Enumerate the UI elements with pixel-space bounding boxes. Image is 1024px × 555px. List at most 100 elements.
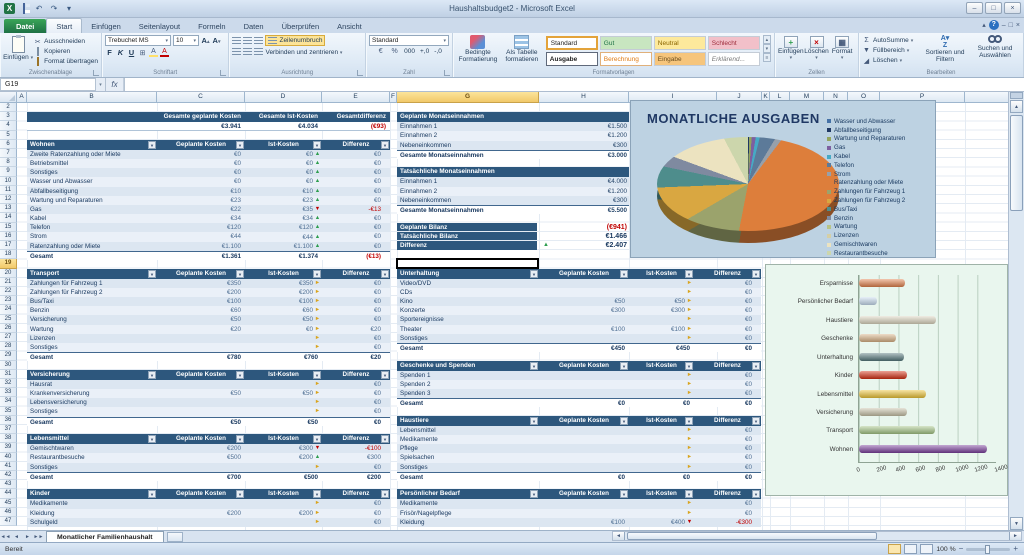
fill-color-icon[interactable]: A bbox=[149, 48, 158, 57]
table-row[interactable]: Zahlungen für Fahrzeug 1 €350 €350 ► €0 bbox=[27, 278, 390, 288]
table-row[interactable]: Kleidung €100 €400 ▼ -€300 bbox=[397, 517, 761, 527]
clear-button[interactable]: ◢ Löschen ▾ bbox=[863, 57, 903, 65]
filter-dropdown-icon[interactable]: ▾ bbox=[313, 435, 321, 444]
filter-dropdown-icon[interactable]: ▾ bbox=[313, 370, 321, 379]
filter-dropdown-icon[interactable]: ▾ bbox=[236, 490, 244, 499]
undo-icon[interactable]: ↶ bbox=[35, 4, 43, 13]
table-row[interactable]: Medikamente ► €0 bbox=[27, 499, 390, 509]
copy-button[interactable]: Kopieren bbox=[33, 47, 98, 56]
row-header-47[interactable]: 47 bbox=[0, 517, 17, 527]
align-bottom-icon[interactable] bbox=[254, 36, 264, 45]
row-header-9[interactable]: 9 bbox=[0, 167, 17, 177]
table-row[interactable]: Lizenzen ► €0 bbox=[27, 333, 390, 343]
filter-dropdown-icon[interactable]: ▾ bbox=[685, 361, 693, 370]
tab-datei[interactable]: Datei bbox=[4, 19, 47, 33]
row-header-45[interactable]: 45 bbox=[0, 498, 17, 508]
table-row[interactable]: Lebensmittel ► €0 bbox=[397, 425, 761, 435]
last-sheet-icon[interactable]: ►► bbox=[33, 533, 44, 540]
table-row[interactable]: Einnahmen 1 €1.500 bbox=[397, 122, 629, 132]
filter-dropdown-icon[interactable]: ▾ bbox=[381, 370, 389, 379]
table-row[interactable]: Bus/Taxi €100 €100 ► €0 bbox=[27, 296, 390, 307]
sheet-tab-active[interactable]: Monatlicher Familienhaushalt bbox=[46, 530, 164, 543]
first-sheet-icon[interactable]: ◄◄ bbox=[0, 533, 11, 540]
zoom-level[interactable]: 100 % bbox=[936, 545, 956, 553]
filter-dropdown-icon[interactable]: ▾ bbox=[530, 490, 538, 499]
style-ausgabe[interactable]: Ausgabe bbox=[545, 52, 598, 66]
column-header-F[interactable]: F bbox=[390, 92, 397, 103]
table-row[interactable]: Differenz ▲ €2.407 bbox=[397, 240, 629, 250]
table-total-row[interactable]: Gesamte Monatseinnahmen €3.000 bbox=[397, 149, 629, 159]
row-header-28[interactable]: 28 bbox=[0, 342, 17, 352]
filter-dropdown-icon[interactable]: ▾ bbox=[236, 269, 244, 278]
style-gut[interactable]: Gut bbox=[599, 36, 652, 50]
row-header-14[interactable]: 14 bbox=[0, 213, 17, 223]
row-header-30[interactable]: 30 bbox=[0, 360, 17, 370]
filter-dropdown-icon[interactable]: ▾ bbox=[752, 490, 760, 499]
row-header-43[interactable]: 43 bbox=[0, 480, 17, 490]
table-row[interactable]: Sonstiges ► €0 bbox=[27, 342, 390, 353]
row-header-16[interactable]: 16 bbox=[0, 231, 17, 241]
row-header-36[interactable]: 36 bbox=[0, 415, 17, 425]
row-header-32[interactable]: 32 bbox=[0, 379, 17, 389]
minimize-icon[interactable]: – bbox=[966, 2, 983, 14]
underline-button[interactable]: U bbox=[128, 48, 135, 57]
filter-dropdown-icon[interactable]: ▾ bbox=[313, 269, 321, 278]
style-berechnung[interactable]: Berechnung bbox=[599, 52, 652, 66]
name-box-dropdown-icon[interactable]: ▾ bbox=[96, 78, 106, 91]
number-format-select[interactable]: Standard ▾ bbox=[369, 35, 449, 46]
row-header-20[interactable]: 20 bbox=[0, 268, 17, 278]
table-row[interactable]: Spenden 3 ► €0 bbox=[397, 388, 761, 399]
table-row[interactable]: Ratenzahlung oder Miete €1.100 €1.100 ▲ €0 bbox=[27, 241, 390, 251]
filter-dropdown-icon[interactable]: ▾ bbox=[620, 490, 628, 499]
table-row[interactable]: Wartung und Reparaturen €23 €23 ▲ €0 bbox=[27, 195, 390, 205]
close-icon[interactable]: × bbox=[1004, 2, 1021, 14]
table-row[interactable]: Abfallbeseitigung €10 €10 ▲ €0 bbox=[27, 186, 390, 196]
row-header-29[interactable]: 29 bbox=[0, 351, 17, 361]
autosum-button[interactable]: Σ AutoSumme ▾ bbox=[862, 36, 920, 45]
table-row[interactable]: Sonstiges €0 €0 ▲ €0 bbox=[27, 168, 390, 178]
font-color-icon[interactable]: A bbox=[160, 48, 169, 57]
table-row[interactable]: Krankenversicherung €50 €50 ► €0 bbox=[27, 388, 390, 399]
table-row[interactable]: Zweite Ratenzahlung oder Miete €0 €0 ▲ €0 bbox=[27, 149, 390, 159]
decrease-decimal-icon[interactable]: -,0 bbox=[434, 48, 442, 55]
tab-daten[interactable]: Daten bbox=[243, 22, 264, 31]
row-header-15[interactable]: 15 bbox=[0, 222, 17, 232]
scroll-right-icon[interactable]: ► bbox=[1009, 532, 1021, 540]
dialog-launcher-icon[interactable] bbox=[357, 70, 363, 76]
align-left-icon[interactable] bbox=[232, 48, 242, 56]
column-header-E[interactable]: E bbox=[322, 92, 390, 103]
row-header-42[interactable]: 42 bbox=[0, 471, 17, 481]
percent-icon[interactable]: % bbox=[391, 48, 398, 55]
filter-dropdown-icon[interactable]: ▾ bbox=[381, 490, 389, 499]
thousands-icon[interactable]: 000 bbox=[404, 48, 416, 55]
page-break-view-icon[interactable] bbox=[920, 544, 934, 554]
format-painter-button[interactable]: Format übertragen bbox=[33, 57, 98, 66]
filter-dropdown-icon[interactable]: ▾ bbox=[530, 269, 538, 278]
paste-button[interactable]: Einfügen ▾ bbox=[3, 35, 33, 66]
row-header-4[interactable]: 4 bbox=[0, 121, 17, 131]
workbook-close-icon[interactable]: × bbox=[1015, 21, 1020, 29]
table-total-row[interactable]: Gesamt €700 €500 €200 bbox=[27, 471, 390, 481]
row-header-8[interactable]: 8 bbox=[0, 158, 17, 168]
row-header-35[interactable]: 35 bbox=[0, 406, 17, 416]
table-row[interactable]: Geplante Bilanz (€941) bbox=[397, 222, 629, 232]
row-header-5[interactable]: 5 bbox=[0, 130, 17, 140]
table-row[interactable]: Video/DVD ► €0 bbox=[397, 278, 761, 288]
bold-button[interactable]: F bbox=[107, 48, 112, 57]
horizontal-scroll-thumb[interactable] bbox=[627, 532, 877, 540]
row-header-12[interactable]: 12 bbox=[0, 195, 17, 205]
table-row[interactable]: Strom €44 €44 ▲ €0 bbox=[27, 232, 390, 242]
excel-logo-icon[interactable]: X bbox=[4, 3, 15, 14]
gallery-more-icon[interactable]: ≡ bbox=[762, 53, 772, 62]
filter-dropdown-icon[interactable]: ▾ bbox=[530, 361, 538, 370]
format-cells-button[interactable]: ▦ Format ▾ bbox=[831, 36, 853, 61]
table-row[interactable]: Wasser und Abwasser €0 €0 ▲ €0 bbox=[27, 177, 390, 187]
row-header-34[interactable]: 34 bbox=[0, 397, 17, 407]
style-standard[interactable]: Standard bbox=[545, 36, 598, 50]
table-row[interactable]: Benzin €60 €60 ► €0 bbox=[27, 306, 390, 316]
row-header-13[interactable]: 13 bbox=[0, 204, 17, 214]
filter-dropdown-icon[interactable]: ▾ bbox=[620, 416, 628, 425]
row-header-40[interactable]: 40 bbox=[0, 452, 17, 462]
table-row[interactable]: Einnahmen 2 €1.200 bbox=[397, 131, 629, 141]
